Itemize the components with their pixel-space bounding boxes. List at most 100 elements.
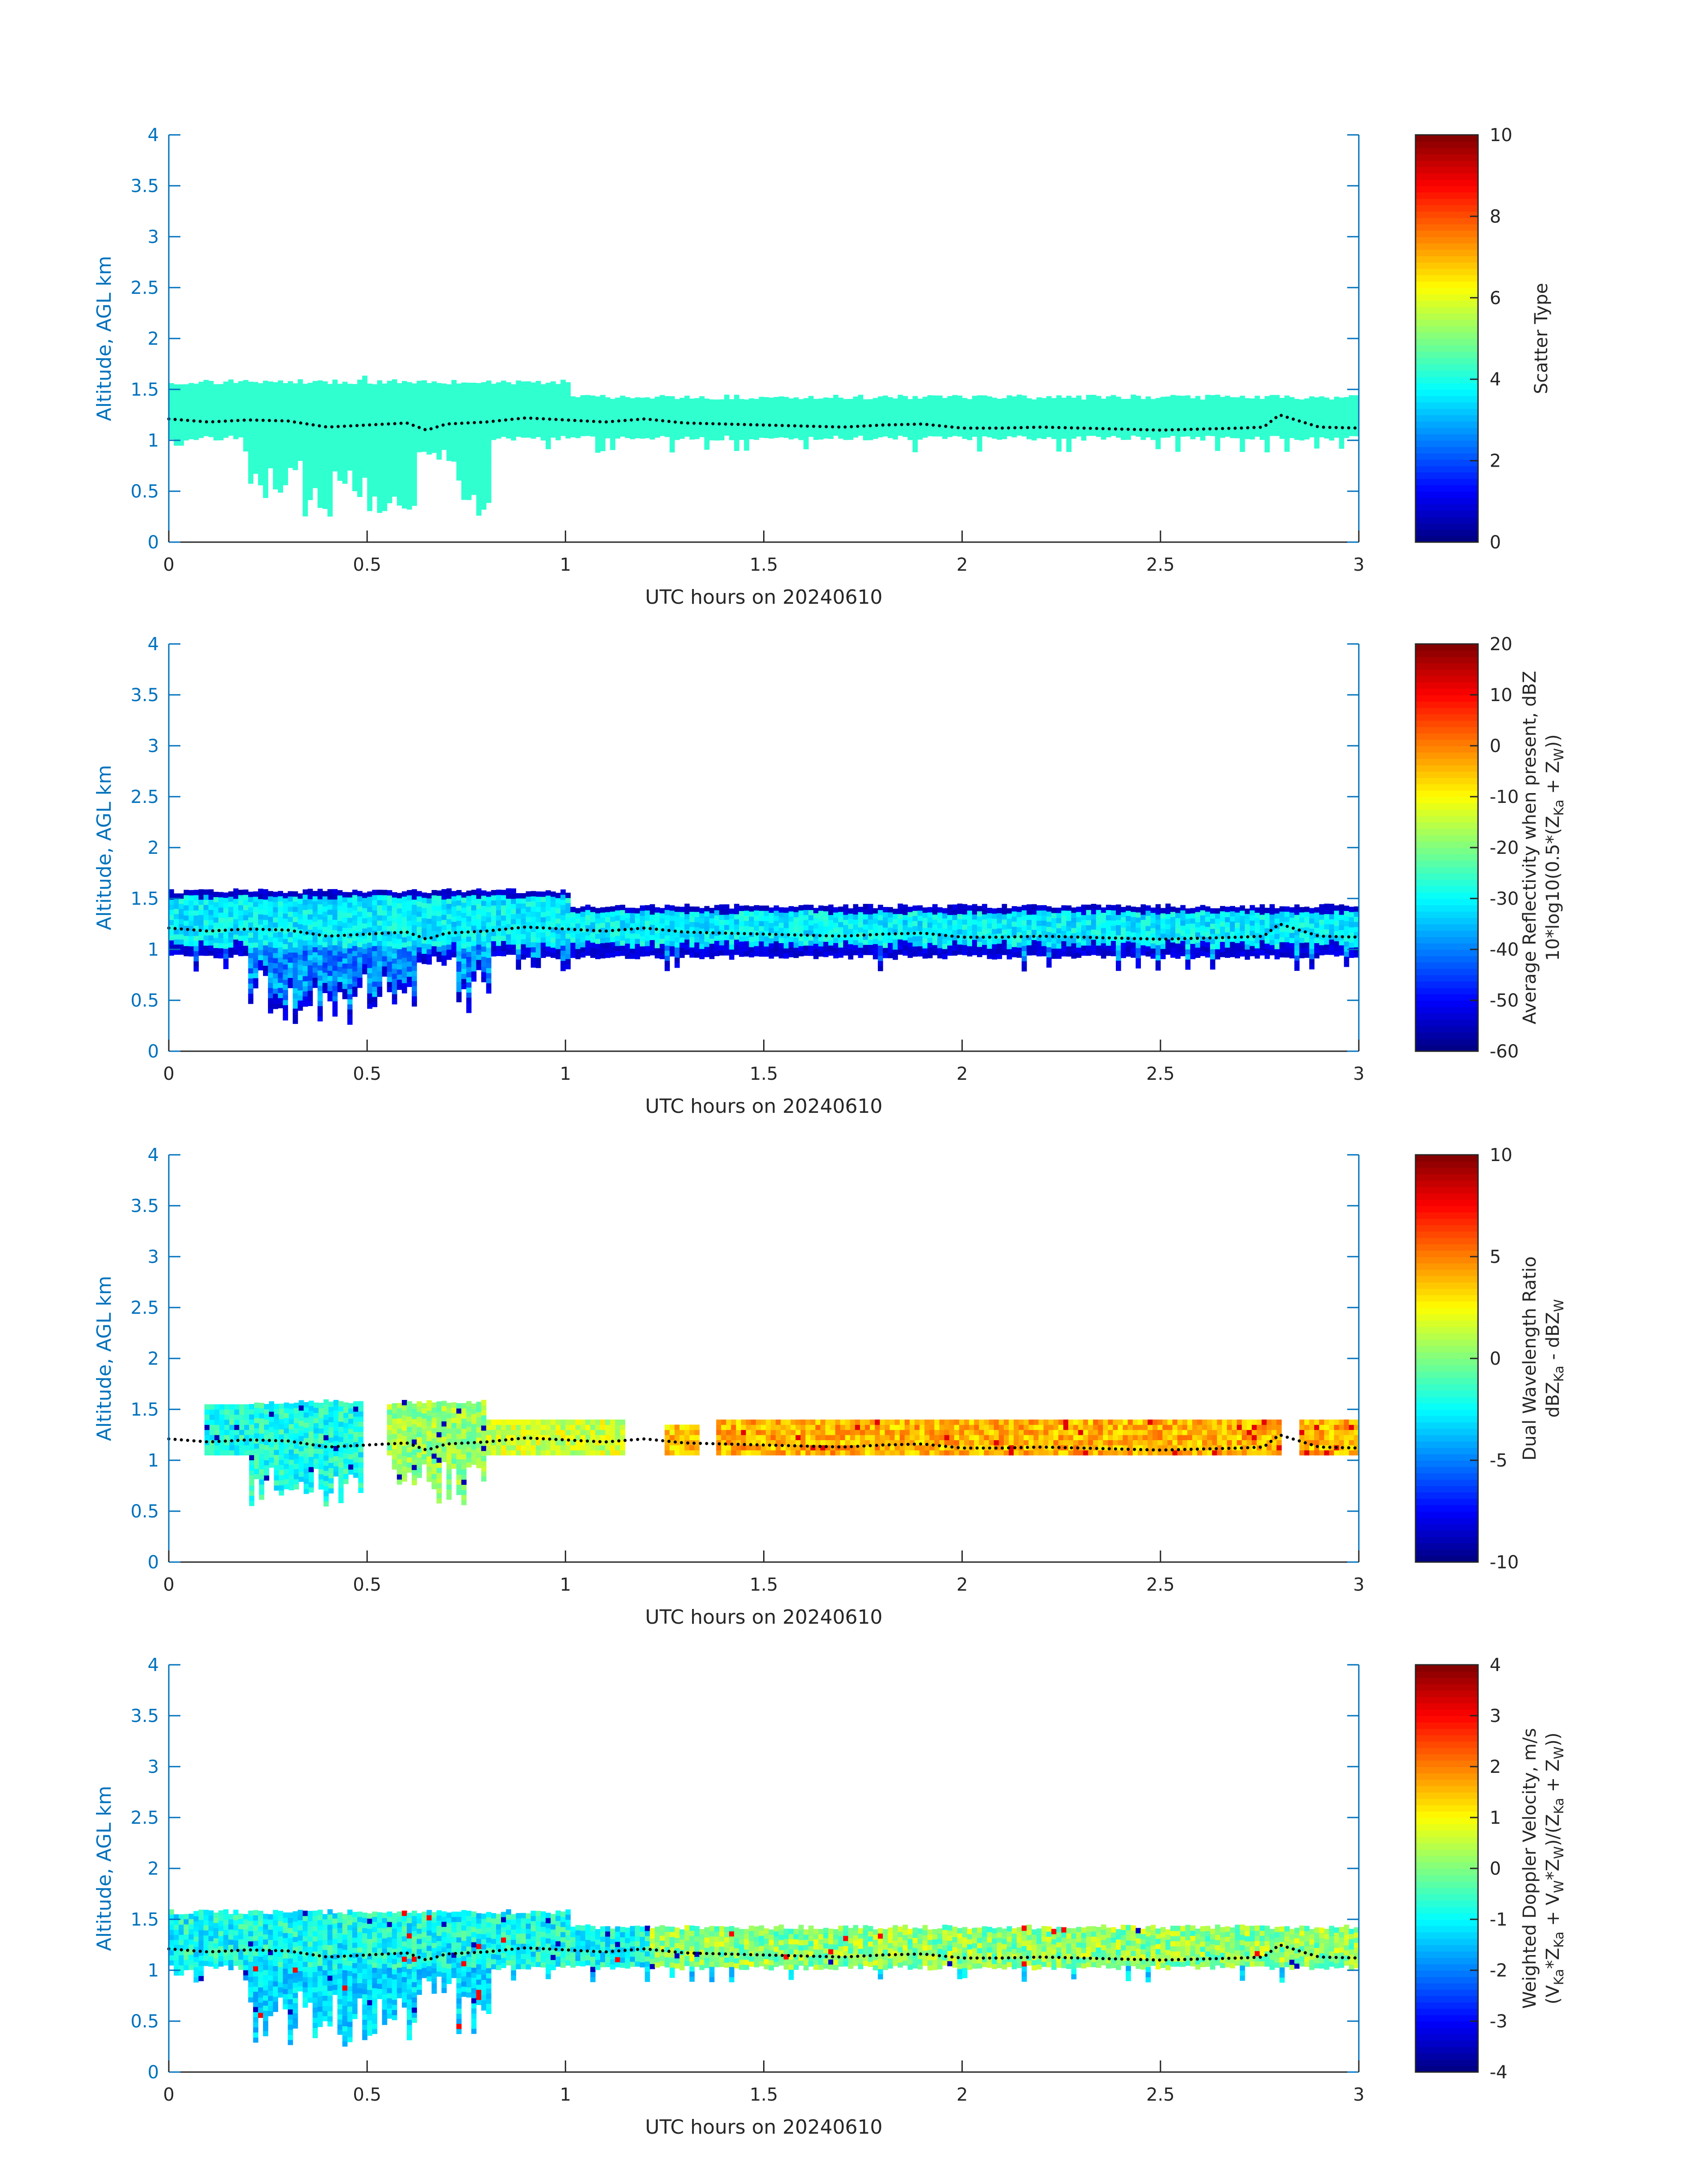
heatmap-cell bbox=[605, 907, 610, 912]
heatmap-cell bbox=[392, 953, 397, 959]
heatmap-cell bbox=[729, 424, 735, 430]
heatmap-cell bbox=[1210, 410, 1215, 416]
heatmap-cell bbox=[679, 917, 685, 923]
heatmap-cell bbox=[610, 952, 615, 958]
heatmap-cell bbox=[669, 416, 675, 422]
heatmap-cell bbox=[412, 500, 417, 506]
heatmap-cell bbox=[516, 396, 521, 401]
heatmap-cell bbox=[1140, 399, 1146, 405]
heatmap-cell bbox=[179, 394, 184, 400]
heatmap-cell bbox=[868, 414, 873, 420]
heatmap-cell bbox=[912, 396, 918, 401]
heatmap-cell bbox=[808, 905, 814, 910]
heatmap-cell bbox=[466, 408, 472, 414]
heatmap-cell bbox=[877, 401, 883, 407]
heatmap-cell bbox=[1254, 411, 1260, 417]
heatmap-cell bbox=[372, 430, 377, 435]
heatmap-cell bbox=[902, 421, 908, 427]
heatmap-cell bbox=[169, 915, 174, 920]
heatmap-cell bbox=[565, 387, 571, 393]
heatmap-cell bbox=[401, 401, 407, 407]
heatmap-cell bbox=[759, 931, 764, 936]
heatmap-cell bbox=[1309, 396, 1315, 402]
heatmap-cell bbox=[530, 952, 536, 958]
heatmap-cell bbox=[461, 469, 467, 475]
heatmap-cell bbox=[605, 413, 610, 418]
heatmap-cell bbox=[1265, 411, 1270, 417]
heatmap-cell bbox=[412, 945, 417, 951]
heatmap-cell bbox=[610, 947, 615, 953]
heatmap-cell bbox=[496, 925, 501, 931]
heatmap-cell bbox=[297, 914, 303, 919]
heatmap-cell bbox=[208, 431, 214, 437]
heatmap-cell bbox=[575, 938, 581, 944]
x-tick-label: 2 bbox=[956, 555, 968, 575]
heatmap-cell bbox=[377, 411, 383, 416]
heatmap-cell bbox=[937, 907, 943, 913]
heatmap-cell bbox=[441, 935, 447, 940]
heatmap-cell bbox=[818, 915, 824, 921]
heatmap-cell bbox=[362, 442, 367, 447]
heatmap-cell bbox=[645, 402, 650, 408]
heatmap-cell bbox=[228, 420, 234, 426]
heatmap-cell bbox=[268, 412, 273, 418]
colorbar-step bbox=[1416, 427, 1478, 435]
heatmap-cell bbox=[669, 426, 675, 432]
heatmap-cell bbox=[283, 990, 288, 995]
heatmap-cell bbox=[764, 407, 769, 413]
heatmap-cell bbox=[302, 384, 308, 389]
heatmap-cell bbox=[1259, 424, 1265, 430]
heatmap-cell bbox=[372, 450, 377, 456]
heatmap-cell bbox=[278, 926, 283, 932]
heatmap-cell bbox=[962, 428, 968, 434]
heatmap-cell bbox=[932, 405, 938, 411]
heatmap-cell bbox=[441, 424, 447, 430]
heatmap-cell bbox=[401, 457, 407, 463]
heatmap-cell bbox=[317, 889, 323, 894]
heatmap-cell bbox=[481, 972, 487, 978]
heatmap-cell bbox=[332, 440, 338, 446]
heatmap-cell bbox=[268, 982, 273, 988]
heatmap-cell bbox=[397, 979, 402, 985]
heatmap-cell bbox=[198, 930, 204, 936]
heatmap-cell bbox=[650, 924, 655, 930]
heatmap-cell bbox=[664, 935, 670, 941]
heatmap-cell bbox=[322, 437, 328, 443]
heatmap-cell bbox=[417, 401, 422, 407]
heatmap-cell bbox=[188, 905, 194, 911]
heatmap-cell bbox=[367, 460, 372, 465]
heatmap-cell bbox=[689, 947, 695, 953]
heatmap-cell bbox=[233, 919, 239, 924]
heatmap-cell bbox=[218, 902, 224, 908]
heatmap-cell bbox=[352, 419, 358, 425]
heatmap-cell bbox=[392, 384, 397, 390]
heatmap-cell bbox=[174, 898, 179, 904]
heatmap-cell bbox=[768, 948, 774, 954]
heatmap-cell bbox=[1270, 420, 1275, 426]
heatmap-cell bbox=[297, 445, 303, 451]
heatmap-cell bbox=[476, 469, 482, 475]
heatmap-cell bbox=[352, 414, 358, 420]
heatmap-cell bbox=[431, 391, 437, 397]
heatmap-cell bbox=[1071, 423, 1077, 429]
heatmap-cell bbox=[942, 928, 948, 934]
heatmap-cell bbox=[1002, 423, 1007, 429]
heatmap-cell bbox=[179, 903, 184, 909]
heatmap-cell bbox=[238, 936, 244, 941]
heatmap-cell bbox=[669, 406, 675, 412]
heatmap-cell bbox=[1349, 430, 1354, 436]
heatmap-cell bbox=[783, 397, 789, 402]
heatmap-cell bbox=[660, 933, 665, 939]
heatmap-cell bbox=[932, 919, 938, 925]
heatmap-cell bbox=[347, 948, 353, 954]
heatmap-cell bbox=[610, 429, 615, 435]
heatmap-cell bbox=[873, 408, 878, 414]
heatmap-cell bbox=[521, 422, 526, 428]
heatmap-cell bbox=[372, 890, 377, 895]
heatmap-cell bbox=[322, 901, 328, 907]
heatmap-cell bbox=[193, 925, 199, 931]
heatmap-cell bbox=[511, 405, 516, 410]
heatmap-cell bbox=[342, 381, 348, 387]
heatmap-cell bbox=[1334, 427, 1340, 433]
heatmap-cell bbox=[268, 386, 273, 392]
